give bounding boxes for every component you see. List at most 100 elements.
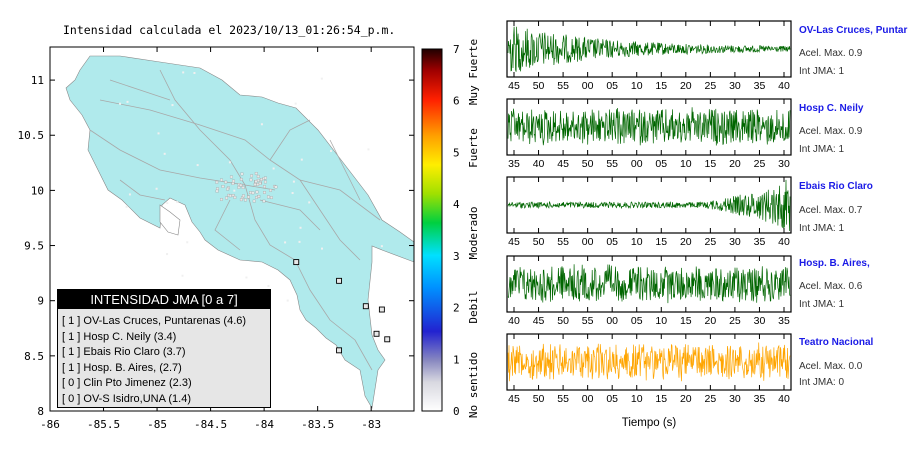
- town-marker: [291, 192, 294, 195]
- road: [99, 99, 381, 221]
- waveform-tick-label: 35: [508, 158, 520, 170]
- waveform-tick-label: 30: [778, 158, 790, 170]
- town-marker: [257, 194, 261, 198]
- station-marker: [378, 306, 385, 313]
- road: [299, 179, 361, 261]
- town-marker: [166, 202, 169, 205]
- town-marker: [245, 276, 248, 279]
- legend-item: [ 0 ] OV-S Isidro,UNA (1.4): [62, 392, 191, 405]
- waveform-tick-label: 25: [705, 393, 717, 405]
- waveform-tick-label: 40: [508, 315, 520, 327]
- waveform-tick-label: 10: [631, 393, 643, 405]
- colorbar-category-label: Debil: [467, 290, 480, 323]
- town-marker: [250, 174, 254, 178]
- town-marker: [254, 172, 258, 175]
- waveform-tick-label: 35: [754, 236, 766, 248]
- waveform-tick-label: 15: [705, 158, 717, 170]
- road: [259, 199, 321, 231]
- legend-item: [ 1 ] Ebais Rio Claro (3.7): [62, 346, 186, 358]
- colorbar-tick-label: 1: [453, 353, 460, 366]
- town-markers: [118, 71, 383, 318]
- waveform-tick-label: 00: [631, 158, 643, 170]
- town-marker: [126, 100, 129, 103]
- town-marker: [367, 148, 370, 151]
- waveform-x-axis-label: Tiempo (s): [622, 417, 677, 429]
- town-marker: [256, 183, 260, 186]
- station-name-3: Ebais Rio Claro: [799, 181, 873, 192]
- waveform-tick-label: 40: [778, 393, 790, 405]
- waveform-tick-label: 50: [533, 80, 545, 92]
- town-marker: [224, 180, 228, 184]
- town-marker: [272, 167, 275, 170]
- town-marker: [263, 185, 266, 189]
- town-marker: [269, 196, 273, 200]
- station-jma-1: Int JMA: 1: [799, 66, 845, 77]
- town-marker: [247, 195, 250, 199]
- station-jma-3: Int JMA: 1: [799, 223, 845, 234]
- town-marker: [262, 199, 266, 203]
- town-marker: [263, 180, 267, 184]
- town-marker: [237, 185, 241, 189]
- town-marker: [163, 152, 166, 155]
- town-marker: [233, 189, 236, 192]
- town-marker: [254, 180, 258, 183]
- town-marker: [274, 185, 278, 189]
- town-marker: [221, 185, 225, 188]
- station-markers: [293, 259, 391, 354]
- town-marker: [176, 201, 179, 204]
- town-marker: [267, 284, 270, 287]
- waveform-tick-label: 25: [754, 158, 766, 170]
- town-marker: [269, 188, 273, 192]
- town-marker: [228, 161, 231, 164]
- road: [269, 119, 311, 161]
- map-x-tick-label: -85.5: [87, 418, 120, 431]
- town-marker: [171, 104, 174, 107]
- waveform-tick-label: 45: [508, 80, 520, 92]
- station-acel-2: Acel. Max. 0.9: [799, 126, 863, 137]
- waveform-tick-label: 30: [729, 393, 741, 405]
- road: [159, 69, 246, 186]
- waveform-panels: 45 50 55 00 05 10 15 20 25 30 35 40 35 40 45 50 55 00 05 10…: [506, 20, 792, 429]
- map-x-tick-label: -83.5: [301, 418, 334, 431]
- map-y-tick-label: 9.5: [24, 240, 44, 253]
- town-marker: [128, 193, 131, 196]
- town-marker: [242, 194, 245, 198]
- map-y-tick-label: 8: [37, 405, 44, 418]
- town-marker: [193, 71, 196, 74]
- waveform-tick-label: 00: [582, 236, 594, 248]
- map-x-tick-label: -84.5: [194, 418, 227, 431]
- town-marker: [320, 247, 323, 250]
- colorbar-tick-label: 7: [453, 43, 460, 56]
- legend-list: [ 1 ] OV-Las Cruces, Puntarenas (4.6) [ …: [62, 314, 246, 407]
- map-x-tick-label: -83: [361, 418, 381, 431]
- town-marker: [320, 77, 323, 80]
- map-axis-ticks: -86 -85.5 -85 -84.5 -84 -83.5 -83 8 8.5 9 9.5 10 10.…: [18, 47, 414, 431]
- town-marker: [155, 187, 158, 190]
- town-marker: [231, 194, 235, 197]
- town-marker: [298, 240, 301, 243]
- map-y-tick-label: 9: [37, 295, 44, 308]
- town-marker: [216, 187, 219, 191]
- station-acel-5: Acel. Max. 0.0: [799, 361, 863, 372]
- town-marker: [220, 198, 223, 201]
- waveform-tick-label: 15: [680, 315, 692, 327]
- waveform-tick-label: 05: [606, 393, 618, 405]
- town-marker: [264, 176, 267, 180]
- waveform-tick-label: 10: [680, 158, 692, 170]
- waveform-tick-label: 05: [606, 80, 618, 92]
- map-x-tick-label: -86: [40, 418, 60, 431]
- town-marker: [239, 198, 243, 202]
- town-marker: [239, 183, 243, 187]
- waveform-tick-label: 05: [631, 315, 643, 327]
- town-marker: [186, 241, 189, 244]
- town-marker: [228, 194, 232, 198]
- road: [109, 79, 171, 101]
- waveform-panel: 45 50 55 00 05 10 15 20 25 30 35 40: [506, 176, 792, 248]
- colorbar-category-label: Muy Fuerte: [467, 39, 480, 105]
- waveform-tick-label: 55: [557, 236, 569, 248]
- waveform-panel: 45 50 55 00 05 10 15 20 25 30 35 40: [506, 20, 792, 92]
- waveform-tick-label: 45: [533, 315, 545, 327]
- waveform-trace: [507, 107, 791, 146]
- map-y-tick-label: 11: [31, 74, 44, 87]
